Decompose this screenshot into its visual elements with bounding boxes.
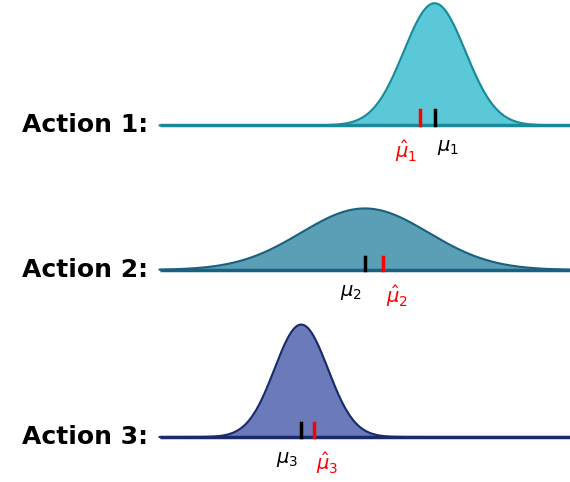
Text: $\hat{\mu}_1$: $\hat{\mu}_1$ <box>395 138 417 164</box>
Text: $\hat{\mu}_3$: $\hat{\mu}_3$ <box>316 450 339 476</box>
Text: $\mu_3$: $\mu_3$ <box>276 450 298 469</box>
Text: $\mu_2$: $\mu_2$ <box>340 283 362 302</box>
Text: Action 2:: Action 2: <box>22 258 148 282</box>
Text: Action 3:: Action 3: <box>22 425 148 449</box>
Text: $\hat{\mu}_2$: $\hat{\mu}_2$ <box>386 283 408 308</box>
Text: Action 1:: Action 1: <box>22 113 148 137</box>
Text: $\mu_1$: $\mu_1$ <box>437 138 459 157</box>
